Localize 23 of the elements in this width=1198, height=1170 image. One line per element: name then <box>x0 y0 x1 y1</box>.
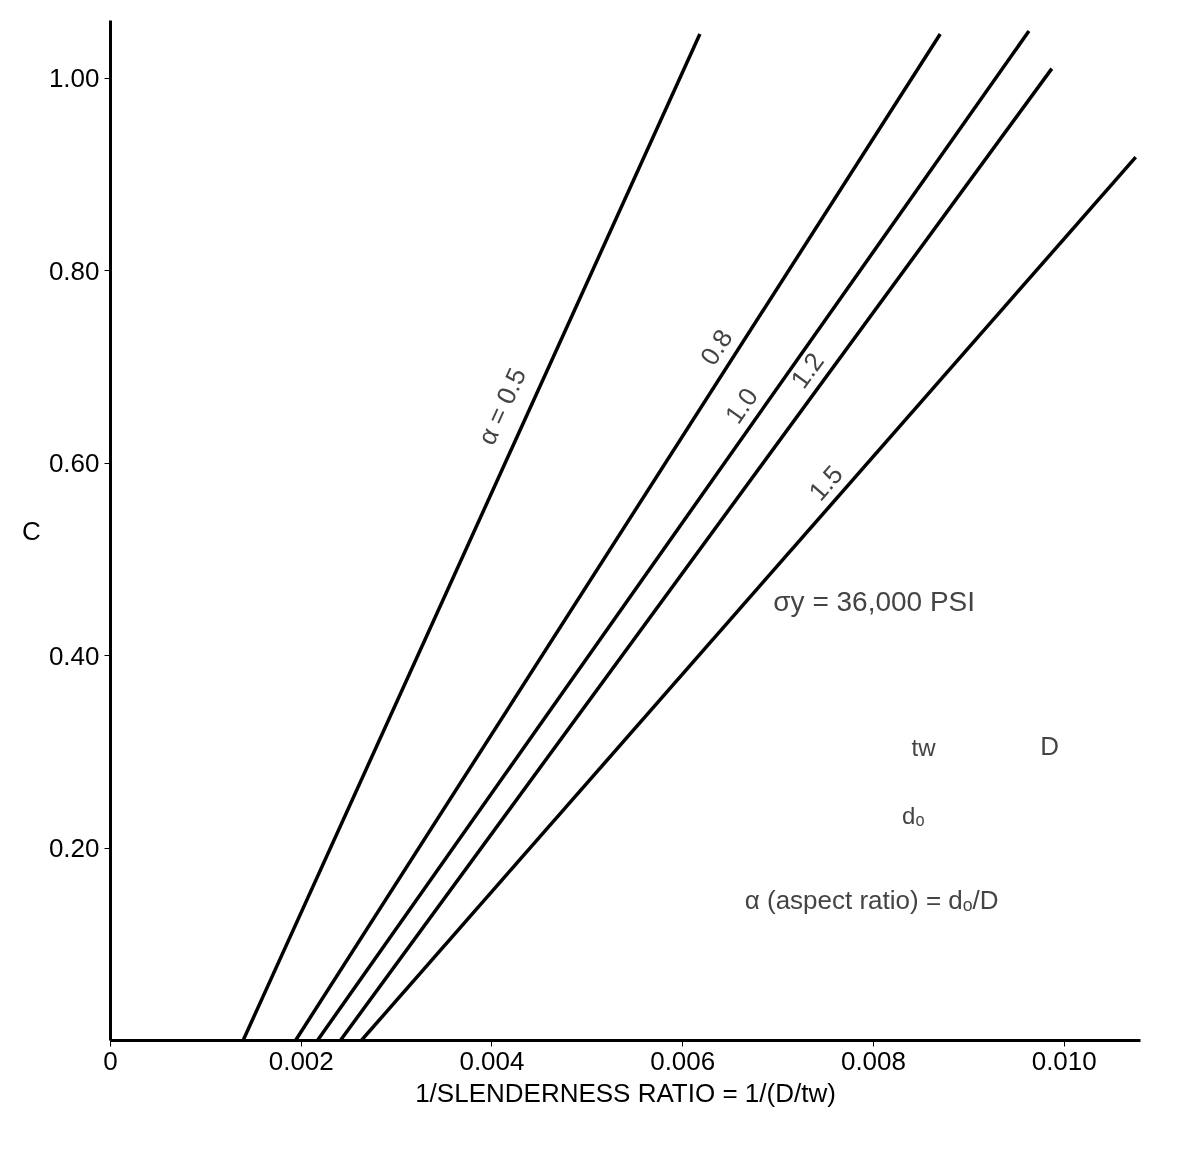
x-tick-label: 0 <box>103 1045 118 1076</box>
y-axis-title: C <box>22 515 41 546</box>
annotation: σy = 36,000 PSI <box>773 586 976 618</box>
y-tick-label: 0.60 <box>48 448 100 479</box>
text: 1.0 <box>718 382 765 429</box>
y-tick-label: 0.80 <box>48 255 100 286</box>
x-tick-label: 0.004 <box>459 1045 525 1076</box>
text: 1.2 <box>784 346 830 394</box>
x-tick-label: 0.008 <box>840 1045 907 1076</box>
y-tick-label: 0.20 <box>48 833 100 864</box>
x-tick-label: 0.002 <box>268 1045 334 1076</box>
x-axis-title: 1/SLENDERNESS RATIO = 1/(D/tw) <box>415 1077 836 1108</box>
x-tick-label: 0.010 <box>1031 1045 1097 1076</box>
y-tick-label: 1.00 <box>48 63 100 94</box>
annotation: D <box>1040 731 1060 762</box>
annotation: α (aspect ratio) = dₒ/D <box>744 885 999 916</box>
x-tick-label: 0.006 <box>650 1045 716 1076</box>
annotation: dₒ <box>902 801 925 829</box>
annotation: tw <box>911 734 937 762</box>
y-tick-label: 0.40 <box>48 640 100 671</box>
text: 1.5 <box>802 459 849 507</box>
text: α = 0.5 <box>471 363 533 450</box>
text: 0.8 <box>693 323 739 371</box>
